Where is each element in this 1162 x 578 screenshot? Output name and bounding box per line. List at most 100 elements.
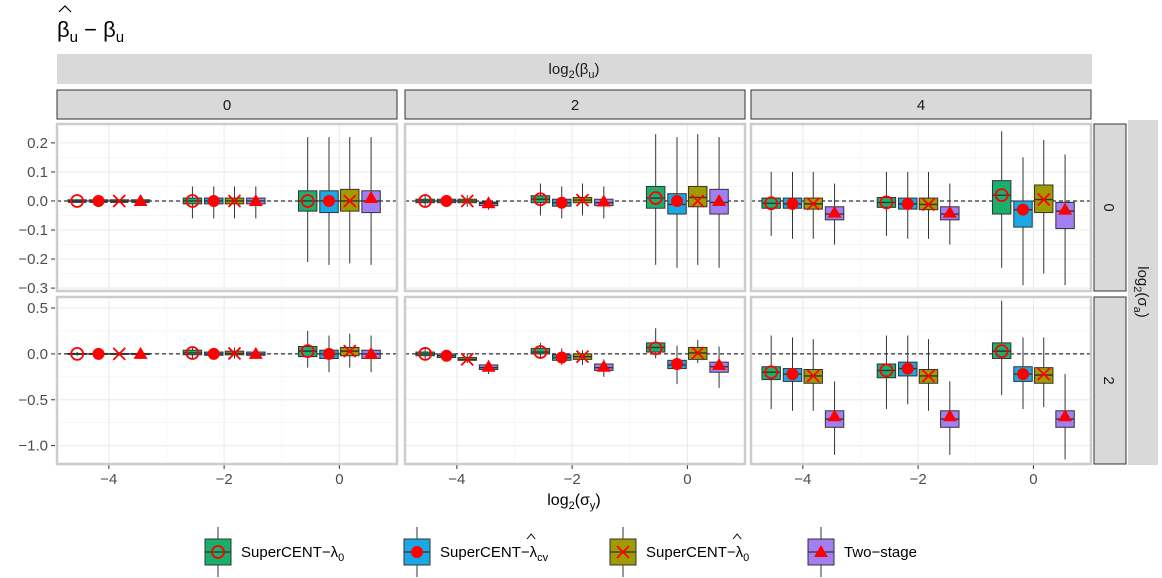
panel-border [403, 122, 747, 293]
marker-circle [555, 196, 568, 209]
panel-r0-c2 [749, 122, 1093, 293]
panel-r1-c1 [403, 295, 747, 466]
row-strip-2 [1093, 296, 1127, 465]
box [67, 199, 87, 202]
row-strip-label: 2 [1100, 376, 1117, 384]
marker-open-circle [533, 192, 548, 207]
marker-x [343, 194, 357, 208]
marker-open-circle [418, 194, 433, 208]
col-strip-label: 0 [223, 97, 231, 114]
title-beta: β [103, 17, 116, 42]
marker-circle [671, 194, 683, 207]
marker-triangle [942, 205, 957, 218]
marker-triangle [712, 357, 727, 370]
marker-x [112, 194, 126, 208]
marker-triangle [133, 193, 148, 206]
panel-bg [405, 297, 745, 464]
marker-circle [207, 347, 220, 360]
marker-open-circle [648, 191, 663, 205]
facet-panels: 0 2 4 0 2 −0.3 −0.2 −0.1 0.0 0.1 0.2 −1.0 −0.5 0.0 0.5… [18, 89, 1127, 488]
legend-hat-mark [526, 533, 536, 540]
chart-title: βu − βu [57, 5, 124, 46]
box [991, 180, 1012, 215]
marker-open-circle [70, 346, 85, 361]
x-tick-label: 0 [1029, 471, 1037, 488]
marker-open-circle [300, 344, 315, 359]
marker-x [227, 346, 242, 361]
panel-border [749, 295, 1093, 466]
y-tick-label: 0.5 [27, 300, 48, 317]
marker-x [691, 194, 705, 208]
legend-hat-mark [732, 533, 742, 540]
box [530, 347, 551, 355]
x-tick-label: −4 [100, 471, 117, 488]
marker-triangle [248, 346, 263, 359]
marker-open-circle [764, 196, 779, 211]
x-tick-label: 0 [683, 471, 691, 488]
top-strip-label: log2(βu) [549, 61, 600, 81]
marker-triangle [712, 193, 727, 206]
right-strip [1128, 120, 1158, 465]
marker-triangle [596, 359, 611, 372]
panel-border [55, 295, 399, 466]
marker-triangle [1058, 409, 1073, 422]
x-tick-label: −2 [564, 471, 581, 488]
marker-open-circle [211, 545, 225, 559]
marker-x [691, 346, 705, 360]
marker-open-circle [879, 363, 894, 378]
marker-x [921, 369, 936, 383]
marker-open-circle [533, 345, 548, 359]
marker-x [343, 344, 357, 358]
legend-label: Two−stage [844, 544, 917, 561]
legend-label: SuperCENT−λ0 [646, 544, 749, 564]
panel-border [403, 295, 747, 466]
row-strip-label: 0 [1100, 203, 1117, 211]
marker-triangle [1058, 202, 1073, 215]
title-hat-mark [58, 5, 72, 13]
marker-circle [901, 362, 914, 375]
marker-triangle [827, 205, 842, 218]
marker-circle [555, 351, 568, 364]
x-tick-label: −2 [910, 471, 927, 488]
y-tick-label: −0.3 [18, 280, 48, 297]
marker-circle [671, 357, 683, 370]
legend-item: SuperCENT−λcv [403, 527, 549, 577]
marker-triangle [942, 409, 957, 422]
marker-open-circle [70, 194, 85, 208]
marker-triangle [248, 193, 263, 206]
marker-open-circle [300, 194, 315, 208]
col-strip-0 [56, 89, 398, 120]
y-tick-label: 0.0 [27, 193, 48, 210]
x-tick-label: −4 [794, 471, 811, 488]
legend-item: SuperCENT−λ0 [204, 527, 344, 577]
marker-open-circle [994, 344, 1009, 359]
marker-x [1037, 192, 1051, 207]
marker-triangle [133, 346, 148, 359]
x-tick-label: 0 [335, 471, 343, 488]
marker-triangle [827, 409, 842, 422]
legend-item: SuperCENT−λ0 [609, 527, 749, 577]
y-tick-label: 0.2 [27, 135, 48, 152]
y-tick-label: −0.1 [18, 222, 48, 239]
marker-circle [207, 194, 220, 207]
marker-open-circle [879, 195, 894, 210]
marker-circle [440, 194, 453, 207]
marker-circle [786, 368, 799, 381]
marker-x [460, 194, 474, 208]
panel-r1-c0 [55, 295, 399, 466]
marker-open-circle [418, 346, 433, 361]
marker-open-circle [185, 194, 200, 208]
marker-triangle [481, 359, 496, 372]
col-strip-2 [404, 89, 746, 120]
x-axis-title: log2(σy) [547, 492, 601, 512]
marker-x [806, 197, 820, 211]
box [1055, 201, 1075, 230]
marker-circle [901, 197, 914, 210]
marker-triangle [481, 196, 496, 209]
title-sub-2: u [116, 29, 124, 46]
col-strip-4 [750, 89, 1092, 120]
marker-x [460, 352, 474, 367]
right-strip-label: log2(σa) [1131, 266, 1151, 318]
y-tick-label: 0.0 [27, 346, 48, 363]
